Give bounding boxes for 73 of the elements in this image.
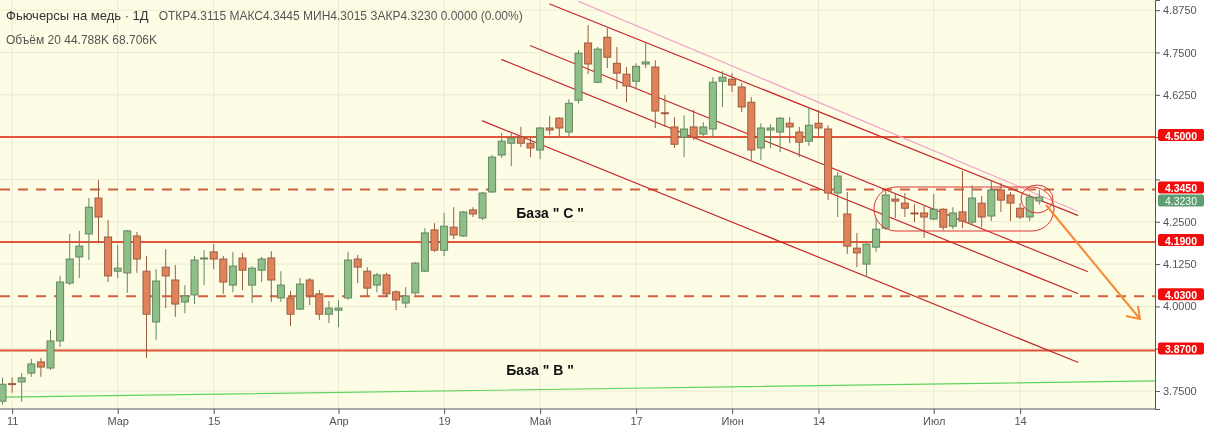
y-tick-label: 4.2500: [1163, 215, 1197, 228]
candlestick: [603, 27, 612, 69]
candlestick: [584, 24, 593, 75]
candlestick: [286, 290, 295, 327]
x-tick-label: 17: [630, 414, 643, 427]
candlestick: [900, 192, 909, 218]
candlestick: [891, 193, 900, 219]
annotation: База " В ": [506, 362, 574, 378]
candlestick: [36, 357, 45, 378]
candlestick: [161, 248, 170, 309]
text: ОТКР4.3115 МАКС4.3445 МИН4.3015 ЗАКР4.3230 0.0000 (0.00%): [158, 9, 523, 23]
candlestick: [75, 230, 84, 279]
x-tick-label: Мар: [107, 414, 129, 427]
candlestick: [0, 377, 7, 406]
text: 4.3230: [1164, 195, 1198, 208]
candlestick: [852, 232, 861, 268]
y-tick-label: 4.7500: [1163, 46, 1197, 59]
annotation: База " C ": [516, 205, 584, 221]
candlestick: [689, 109, 698, 141]
x-tick-label: 14: [1014, 414, 1027, 427]
candlestick: [641, 42, 650, 69]
ref-line-label: 3.8700: [1164, 342, 1198, 355]
x-tick-label: Июл: [923, 414, 946, 427]
y-tick-label: 4.0000: [1163, 300, 1197, 313]
candlestick: [948, 206, 957, 230]
x-tick-label: Май: [529, 414, 552, 427]
annotation: Объём 20 44.788K 68.706K: [6, 33, 157, 47]
candlestick: [660, 94, 669, 128]
ref-line-label: 4.3450: [1164, 182, 1198, 195]
candlestick: [536, 126, 545, 160]
candlestick: [401, 286, 410, 309]
candlestick: [958, 170, 967, 229]
candlestick: [833, 171, 842, 218]
candlestick: [353, 254, 362, 284]
candlestick: [238, 252, 247, 291]
candlestick: [929, 193, 938, 221]
candlestick: [8, 377, 17, 394]
text: Фьючерсы на медь · 1Д: [6, 8, 149, 23]
candlestick: [430, 222, 439, 253]
candlestick: [276, 270, 285, 303]
x-tick-label: 19: [438, 414, 451, 427]
x-tick-label: 14: [812, 414, 826, 427]
y-tick-label: 4.8750: [1163, 4, 1197, 17]
candlestick: [228, 251, 237, 293]
ref-line-label: 4.5000: [1164, 129, 1198, 142]
candlestick: [785, 116, 794, 144]
ref-line-label: 4.0300: [1164, 288, 1198, 301]
candlestick: [939, 207, 948, 231]
candlestick: [132, 231, 141, 274]
x-tick-label: 15: [208, 414, 221, 427]
candlestick: [267, 250, 276, 303]
y-tick-label: 3.7500: [1163, 385, 1197, 398]
candlestick: [17, 372, 26, 403]
candlestick: [257, 256, 266, 283]
candlestick: [632, 62, 641, 89]
ref-line-label: 4.1900: [1164, 234, 1198, 247]
candlestick: [248, 265, 257, 304]
candlestick: [94, 179, 103, 244]
candlestick: [718, 70, 727, 108]
candlestick: [363, 266, 372, 297]
candlestick: [680, 114, 689, 158]
candlestick: [670, 116, 679, 149]
candlestick: [372, 272, 381, 293]
y-tick-label: 4.6250: [1163, 88, 1197, 101]
candlestick: [804, 106, 813, 147]
candlestick: [449, 206, 458, 240]
candlestick: [728, 72, 737, 93]
candlestick: [795, 126, 804, 158]
x-tick-label: 11: [6, 414, 19, 427]
x-tick-label: Апр: [329, 414, 349, 427]
y-tick-label: 4.1250: [1163, 258, 1197, 271]
candlestick: [977, 195, 986, 228]
x-tick-label: Июн: [721, 414, 744, 427]
